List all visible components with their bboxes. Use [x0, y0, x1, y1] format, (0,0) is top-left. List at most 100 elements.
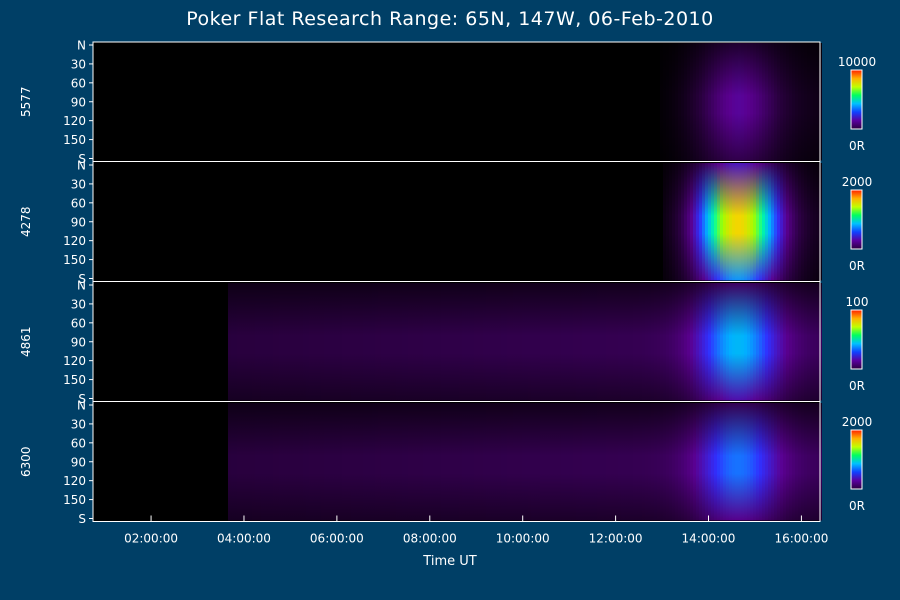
intensity-column [429, 403, 432, 521]
intensity-column [645, 403, 648, 521]
intensity-column [297, 283, 300, 401]
intensity-column [744, 403, 747, 521]
intensity-column [612, 283, 615, 401]
intensity-column [477, 283, 480, 401]
intensity-column [303, 403, 306, 521]
intensity-column [327, 283, 330, 401]
intensity-column [798, 403, 801, 521]
intensity-column [411, 403, 414, 521]
intensity-column [228, 283, 231, 401]
intensity-column [330, 283, 333, 401]
intensity-column [624, 283, 627, 401]
intensity-column [333, 283, 336, 401]
intensity-column [747, 43, 750, 161]
intensity-column [726, 283, 729, 401]
intensity-column [438, 283, 441, 401]
intensity-column [510, 403, 513, 521]
intensity-column [285, 283, 288, 401]
intensity-column [753, 403, 756, 521]
intensity-column [765, 403, 768, 521]
intensity-column [486, 403, 489, 521]
y-tick-label: 60 [71, 196, 86, 210]
intensity-column [576, 403, 579, 521]
intensity-column [810, 403, 813, 521]
intensity-column [237, 403, 240, 521]
intensity-column [678, 283, 681, 401]
intensity-column [675, 43, 678, 161]
intensity-column [711, 283, 714, 401]
intensity-column [780, 403, 783, 521]
intensity-column [681, 403, 684, 521]
colorbar-max-label: 10000 [838, 55, 876, 69]
intensity-column [351, 403, 354, 521]
intensity-column [297, 403, 300, 521]
intensity-column [699, 283, 702, 401]
intensity-column [522, 403, 525, 521]
intensity-column [498, 403, 501, 521]
x-tick-label: 06:00:00 [310, 532, 364, 546]
intensity-column [795, 163, 798, 281]
intensity-column [510, 283, 513, 401]
intensity-column [657, 283, 660, 401]
intensity-column [501, 403, 504, 521]
intensity-column [381, 403, 384, 521]
intensity-column [714, 283, 717, 401]
intensity-column [231, 403, 234, 521]
intensity-column [426, 403, 429, 521]
intensity-column [651, 403, 654, 521]
intensity-column [705, 43, 708, 161]
intensity-column [249, 403, 252, 521]
intensity-column [294, 403, 297, 521]
intensity-column [801, 43, 804, 161]
intensity-column [354, 403, 357, 521]
intensity-column [810, 163, 813, 281]
intensity-column [669, 283, 672, 401]
panel-label-5577: 5577 [19, 86, 33, 117]
intensity-column [756, 43, 759, 161]
intensity-column [549, 403, 552, 521]
y-tick-label: 30 [71, 177, 86, 191]
intensity-column [639, 403, 642, 521]
intensity-column [759, 43, 762, 161]
intensity-column [696, 43, 699, 161]
intensity-column [270, 403, 273, 521]
intensity-column [561, 403, 564, 521]
intensity-column [735, 283, 738, 401]
intensity-column [453, 283, 456, 401]
intensity-column [387, 403, 390, 521]
intensity-column [522, 283, 525, 401]
intensity-column [234, 283, 237, 401]
intensity-column [345, 403, 348, 521]
intensity-column [690, 283, 693, 401]
intensity-column [765, 163, 768, 281]
intensity-column [507, 403, 510, 521]
intensity-column [801, 403, 804, 521]
intensity-column [312, 403, 315, 521]
intensity-column [582, 283, 585, 401]
intensity-column [717, 283, 720, 401]
intensity-column [738, 43, 741, 161]
intensity-column [792, 403, 795, 521]
intensity-column [678, 403, 681, 521]
intensity-column [702, 163, 705, 281]
intensity-column [663, 43, 666, 161]
intensity-column [675, 283, 678, 401]
x-tick-label: 14:00:00 [682, 532, 736, 546]
intensity-column [729, 43, 732, 161]
intensity-column [399, 283, 402, 401]
intensity-column [792, 283, 795, 401]
intensity-column [801, 283, 804, 401]
y-tick-label: 90 [71, 95, 86, 109]
intensity-column [810, 43, 813, 161]
intensity-column [525, 283, 528, 401]
intensity-column [762, 283, 765, 401]
intensity-column [720, 283, 723, 401]
intensity-column [771, 403, 774, 521]
intensity-column [711, 43, 714, 161]
intensity-column [750, 43, 753, 161]
intensity-column [273, 283, 276, 401]
intensity-column [699, 403, 702, 521]
intensity-column [744, 43, 747, 161]
intensity-column [564, 283, 567, 401]
intensity-column [708, 403, 711, 521]
